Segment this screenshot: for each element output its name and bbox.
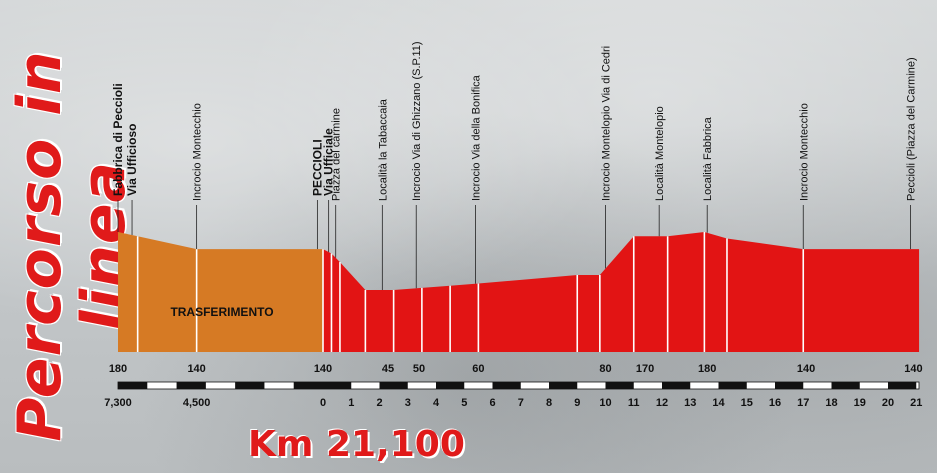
poi-lines bbox=[117, 200, 911, 290]
km-tick-label: 6 bbox=[489, 397, 495, 409]
scale-segment bbox=[235, 382, 265, 389]
poi-label: Località Montelopio bbox=[654, 106, 666, 201]
transfer-area bbox=[118, 232, 323, 352]
scale-segment bbox=[662, 382, 691, 389]
scale-segment bbox=[323, 382, 352, 389]
km-tick-label: 16 bbox=[769, 397, 781, 409]
poi-label: Via Ufficiale bbox=[322, 128, 336, 196]
km-tick-label: 3 bbox=[405, 397, 411, 409]
km-tick-label: 14 bbox=[712, 397, 725, 409]
poi-label: Incrocio Montecchio bbox=[192, 103, 204, 201]
km-tick-label: 19 bbox=[854, 397, 866, 409]
transfer-distance-label: 7,300 bbox=[104, 397, 132, 409]
altitude-label: 170 bbox=[636, 363, 654, 375]
scale-segment bbox=[718, 382, 747, 389]
scale-segment bbox=[831, 382, 860, 389]
altitude-label: 180 bbox=[698, 363, 716, 375]
scale-segment bbox=[492, 382, 521, 389]
km-tick-label: 21 bbox=[910, 397, 922, 409]
poi-label: Piazza del carmine bbox=[331, 108, 343, 201]
km-tick-label: 20 bbox=[882, 397, 894, 409]
profile-areas bbox=[118, 232, 920, 352]
poi-label: Fabbrica di Peccioli bbox=[111, 83, 125, 196]
transfer-distance-label: 4,500 bbox=[183, 397, 211, 409]
altitude-label: 50 bbox=[413, 363, 425, 375]
poi-label: Via Ufficioso bbox=[125, 124, 139, 196]
km-tick-label: 0 bbox=[320, 397, 326, 409]
poi-label: Incrocio Montecchio bbox=[798, 103, 810, 201]
km-tick-label: 17 bbox=[797, 397, 809, 409]
transfer-label: TRASFERIMENTO bbox=[170, 305, 273, 319]
km-tick-label: 9 bbox=[574, 397, 580, 409]
km-tick-label: 10 bbox=[599, 397, 611, 409]
transfer-label-group: TRASFERIMENTO bbox=[170, 305, 273, 319]
scale-segment bbox=[605, 382, 634, 389]
altitude-label: 80 bbox=[599, 363, 611, 375]
km-tick-label: 7 bbox=[518, 397, 524, 409]
scale-segment bbox=[888, 382, 917, 389]
km-tick-label: 2 bbox=[376, 397, 382, 409]
altitude-label: 140 bbox=[314, 363, 332, 375]
poi-label: Incrocio Via della Bonifica bbox=[471, 74, 483, 201]
altitude-label: 140 bbox=[904, 363, 922, 375]
km-tick-label: 12 bbox=[656, 397, 668, 409]
km-tick-label: 1 bbox=[348, 397, 354, 409]
altitude-label: 60 bbox=[472, 363, 484, 375]
scale-segment bbox=[549, 382, 578, 389]
distance-scale: 7,300 4,500 0 1 2 3 4 5 6 7 8 9 10 11 12 13 14 15 16 17 18 19… bbox=[104, 381, 922, 409]
poi-label: Incrocio Via di Ghizzano (S.P.11) bbox=[411, 41, 423, 201]
km-tick-label: 4 bbox=[433, 397, 440, 409]
altitude-label: 45 bbox=[382, 363, 394, 375]
poi-label: Località la Tabaccaia bbox=[377, 98, 389, 201]
km-tick-label: 13 bbox=[684, 397, 696, 409]
km-tick-label: 5 bbox=[461, 397, 467, 409]
km-tick-label: 11 bbox=[628, 397, 640, 409]
scale-segment bbox=[118, 382, 148, 389]
poi-labels: Fabbrica di Peccioli Via Ufficioso Incroci… bbox=[111, 41, 918, 201]
km-tick-label: 8 bbox=[546, 397, 552, 409]
scale-segment bbox=[176, 382, 206, 389]
km-tick-label: 15 bbox=[741, 397, 753, 409]
scale-segment bbox=[775, 382, 804, 389]
poi-label: Peccioli (Piazza del Carmine) bbox=[906, 57, 918, 201]
poi-label: Incrocio Montelopio Via di Cedri bbox=[601, 46, 613, 201]
scale-segment bbox=[379, 382, 408, 389]
altitude-labels: 180 140 140 45 50 60 80 170 180 140 140 bbox=[109, 363, 923, 375]
poi-label: Località Fabbrica bbox=[702, 116, 714, 201]
scale-segment bbox=[436, 382, 465, 389]
poi-label: PECCIOLI bbox=[310, 139, 324, 196]
total-distance: Km 21,100 bbox=[248, 424, 465, 465]
altitude-label: 140 bbox=[797, 363, 815, 375]
altitude-label: 180 bbox=[109, 363, 127, 375]
race-area bbox=[323, 232, 920, 352]
altitude-label: 140 bbox=[187, 363, 205, 375]
scale-segment bbox=[293, 382, 323, 389]
km-tick-label: 18 bbox=[825, 397, 837, 409]
